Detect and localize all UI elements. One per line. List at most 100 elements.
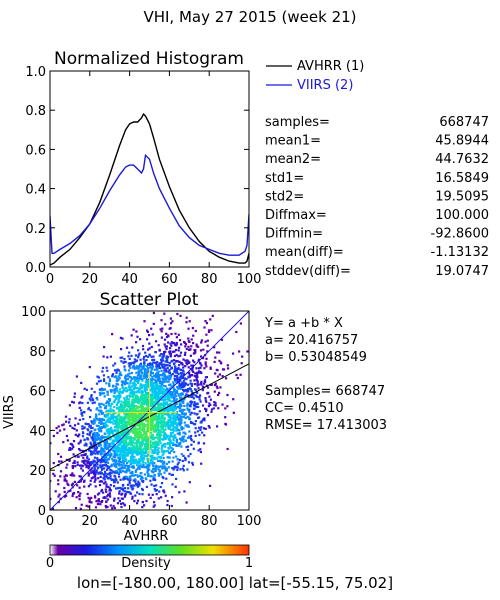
scatter-density-point bbox=[139, 448, 142, 451]
scatter-density-point bbox=[171, 473, 174, 476]
scatter-density-point bbox=[137, 465, 140, 468]
scatter-density-point bbox=[129, 392, 132, 395]
scatter-density-point bbox=[176, 422, 179, 425]
scatter-density-point bbox=[182, 469, 185, 472]
scatter-density-point bbox=[77, 455, 80, 458]
scatter-density-point bbox=[155, 442, 158, 445]
scatter-density-point bbox=[183, 379, 186, 382]
scatter-density-point bbox=[141, 393, 144, 396]
scatter-density-point bbox=[123, 421, 126, 424]
scatter-density-point bbox=[134, 494, 137, 497]
scatter-density-point bbox=[125, 400, 129, 403]
scatter-density-point bbox=[145, 391, 148, 394]
scatter-density-point bbox=[141, 391, 145, 394]
scatter-density-point bbox=[154, 467, 157, 470]
scatter-density-point bbox=[103, 415, 107, 418]
scatter-density-point bbox=[164, 494, 167, 497]
scatter-density-point bbox=[130, 416, 133, 419]
scatter-density-point bbox=[188, 375, 191, 378]
scatter-density-point bbox=[119, 395, 122, 398]
scatter-density-point bbox=[53, 474, 56, 477]
scatter-density-point bbox=[124, 466, 127, 469]
scatter-density-point bbox=[87, 465, 90, 468]
scatter-density-point bbox=[142, 366, 145, 369]
scatter-density-point bbox=[126, 397, 129, 400]
scatter-density-point bbox=[89, 409, 92, 412]
scatter-density-point bbox=[142, 451, 146, 454]
scatter-density-point bbox=[153, 462, 156, 465]
scatter-density-point bbox=[197, 416, 200, 419]
scatter-density-point bbox=[96, 460, 99, 463]
scatter-density-point bbox=[182, 440, 185, 443]
scatter-density-point bbox=[206, 344, 209, 347]
scatter-density-point bbox=[147, 348, 150, 351]
scatter-density-point bbox=[165, 332, 168, 335]
scatter-density-point bbox=[213, 401, 216, 404]
scatter-density-point bbox=[105, 424, 108, 427]
scatter-density-point bbox=[190, 389, 193, 392]
scatter-density-point bbox=[157, 376, 160, 379]
scatter-density-point bbox=[179, 385, 182, 388]
scatter-density-point bbox=[183, 341, 186, 344]
scatter-density-point bbox=[163, 491, 166, 494]
scatter-density-point bbox=[58, 460, 61, 463]
scatter-density-point bbox=[120, 502, 123, 505]
scatter-density-point bbox=[131, 470, 134, 473]
scatter-density-point bbox=[165, 347, 168, 350]
scatter-density-point bbox=[79, 475, 82, 478]
scatter-density-point bbox=[201, 389, 204, 392]
scatter-density-point bbox=[152, 385, 155, 388]
scatter-density-point bbox=[79, 401, 82, 404]
scatter-density-point bbox=[73, 424, 77, 427]
scatter-density-point bbox=[192, 407, 196, 410]
scatter-density-point bbox=[195, 413, 198, 416]
scatter-density-point bbox=[134, 413, 137, 416]
scatter-density-point bbox=[153, 456, 156, 459]
scatter-density-point bbox=[130, 418, 133, 421]
scatter-density-point bbox=[190, 384, 193, 387]
scatter-density-point bbox=[140, 395, 143, 398]
scatter-density-point bbox=[59, 455, 63, 458]
scatter-density-point bbox=[72, 453, 75, 456]
scatter-density-point bbox=[95, 445, 98, 448]
scatter-density-point bbox=[149, 422, 152, 425]
scatter-density-point bbox=[58, 493, 61, 496]
scatter-density-point bbox=[165, 393, 168, 396]
scatter-density-point bbox=[163, 380, 166, 383]
scatter-density-point bbox=[80, 412, 83, 415]
scatter-density-point bbox=[127, 464, 130, 468]
scatter-density-point bbox=[108, 492, 111, 495]
scatter-density-point bbox=[113, 406, 116, 409]
scatter-density-point bbox=[97, 450, 100, 453]
scatter-density-point bbox=[120, 420, 123, 423]
scatter-density-point bbox=[185, 393, 188, 396]
scatter-density-point bbox=[112, 418, 115, 421]
scatter-density-point bbox=[129, 478, 132, 481]
scatter-density-point bbox=[134, 384, 137, 387]
scatter-density-point bbox=[104, 460, 107, 463]
scatter-density-point bbox=[172, 456, 175, 459]
scatter-density-point bbox=[183, 353, 187, 356]
scatter-density-point bbox=[131, 450, 134, 453]
scatter-density-point bbox=[152, 391, 155, 394]
scatter-density-point bbox=[146, 398, 149, 402]
scatter-density-point bbox=[106, 400, 109, 403]
scatter-density-point bbox=[68, 404, 71, 407]
scatter-density-point bbox=[133, 358, 136, 361]
scatter-density-point bbox=[120, 404, 124, 407]
scatter-density-point bbox=[188, 481, 191, 484]
scatter-density-point bbox=[159, 358, 163, 361]
scatter-density-point bbox=[140, 434, 143, 437]
scatter-density-point bbox=[178, 339, 182, 342]
scatter-density-point bbox=[115, 404, 118, 407]
stat-label: Diffmax= bbox=[265, 208, 327, 223]
scatter-density-point bbox=[147, 395, 150, 398]
scatter-density-point bbox=[214, 382, 217, 385]
scatter-density-point bbox=[77, 491, 80, 494]
scatter-density-point bbox=[138, 424, 142, 427]
scatter-density-point bbox=[166, 367, 169, 370]
scatter-density-point bbox=[106, 459, 109, 462]
scatter-density-point bbox=[115, 487, 118, 490]
scatter-density-point bbox=[178, 400, 181, 403]
scatter-density-point bbox=[129, 471, 132, 474]
